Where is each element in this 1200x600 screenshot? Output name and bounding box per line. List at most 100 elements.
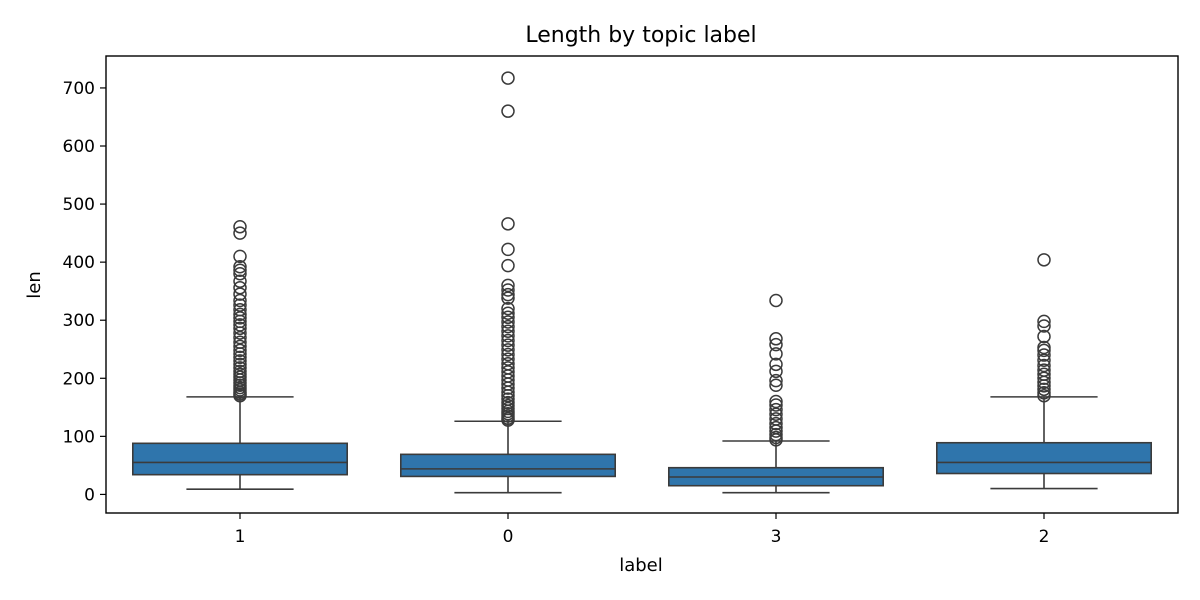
outlier-point bbox=[501, 333, 515, 348]
outlier-point bbox=[233, 267, 247, 281]
outlier-point bbox=[501, 338, 515, 352]
outlier-point bbox=[501, 392, 515, 406]
y-tick-label: 600 bbox=[63, 137, 95, 157]
outlier-point bbox=[233, 311, 247, 325]
outlier-point bbox=[1037, 358, 1051, 373]
outlier-point bbox=[233, 274, 247, 289]
outlier-point bbox=[769, 293, 783, 308]
x-tick-label: 1 bbox=[235, 527, 246, 547]
outlier-point bbox=[501, 395, 515, 410]
outlier-point bbox=[501, 242, 515, 257]
outlier-point bbox=[1037, 382, 1051, 397]
outlier-point bbox=[501, 324, 515, 338]
box-group-3 bbox=[667, 293, 884, 494]
x-axis-label: label bbox=[619, 555, 663, 576]
outlier-point bbox=[501, 329, 515, 343]
outlier-point bbox=[233, 260, 247, 274]
outlier-point bbox=[233, 226, 247, 240]
y-tick-label: 700 bbox=[63, 79, 95, 99]
box-iqr bbox=[935, 441, 1152, 475]
outlier-point bbox=[501, 217, 515, 231]
outlier-point bbox=[501, 319, 515, 334]
box-group-2 bbox=[935, 253, 1152, 490]
y-tick-label: 100 bbox=[63, 427, 95, 447]
outlier-point bbox=[233, 354, 247, 368]
outlier-point bbox=[501, 71, 515, 85]
box-group-1 bbox=[132, 219, 348, 490]
outlier-point bbox=[1037, 253, 1051, 267]
outlier-point bbox=[1037, 386, 1051, 400]
box-iqr bbox=[399, 453, 616, 478]
outlier-point bbox=[233, 219, 247, 234]
outlier-point bbox=[501, 291, 515, 305]
outlier-point bbox=[501, 258, 515, 273]
outlier-point bbox=[501, 310, 515, 325]
outlier-point bbox=[501, 104, 515, 118]
outlier-point bbox=[233, 280, 247, 295]
outlier-point bbox=[501, 365, 515, 379]
outlier-point bbox=[769, 373, 783, 388]
outlier-point bbox=[769, 394, 783, 409]
outlier-point bbox=[233, 318, 247, 332]
outlier-point bbox=[501, 357, 515, 371]
outlier-point bbox=[233, 343, 247, 358]
outlier-point bbox=[769, 364, 783, 379]
plot-area: 0 100 200 300 400 500 600 700 1 0 3 2 bbox=[63, 71, 1152, 547]
y-tick-label: 300 bbox=[63, 311, 95, 331]
x-tick-label: 3 bbox=[771, 527, 782, 547]
outlier-point bbox=[769, 402, 783, 417]
outlier-point bbox=[501, 352, 515, 366]
outlier-point bbox=[501, 343, 515, 357]
outlier-point bbox=[1037, 371, 1051, 386]
chart-title: Length by topic label bbox=[525, 23, 756, 48]
outlier-point bbox=[233, 339, 247, 354]
outlier-point bbox=[501, 301, 515, 316]
outlier-point bbox=[1037, 353, 1051, 368]
outlier-point bbox=[501, 347, 515, 362]
y-tick-label: 500 bbox=[63, 195, 95, 215]
x-tick-label: 0 bbox=[503, 527, 514, 547]
outlier-point bbox=[769, 378, 783, 392]
outlier-point bbox=[769, 398, 783, 412]
outlier-point bbox=[233, 321, 247, 336]
outlier-point bbox=[769, 427, 783, 442]
outlier-point bbox=[1037, 314, 1051, 329]
box-group-0 bbox=[399, 71, 616, 494]
outlier-point bbox=[1037, 319, 1051, 333]
outlier-point bbox=[1037, 348, 1051, 362]
outlier-point bbox=[769, 412, 783, 426]
box-iqr bbox=[132, 442, 348, 476]
plot-frame bbox=[105, 55, 1179, 514]
outlier-point bbox=[233, 335, 247, 350]
y-tick-label: 400 bbox=[63, 253, 95, 273]
outlier-point bbox=[1037, 363, 1051, 377]
outlier-point bbox=[769, 357, 783, 372]
outlier-point bbox=[233, 357, 247, 372]
outlier-point bbox=[769, 347, 783, 361]
outlier-point bbox=[233, 249, 247, 264]
outlier-point bbox=[1037, 329, 1051, 344]
outlier-point bbox=[769, 420, 783, 435]
outlier-point bbox=[501, 306, 515, 320]
outlier-point bbox=[1037, 340, 1051, 355]
outlier-point bbox=[501, 278, 515, 293]
outlier-point bbox=[233, 303, 247, 317]
outlier-point bbox=[233, 350, 247, 365]
y-tick-label: 0 bbox=[84, 485, 95, 505]
outlier-point bbox=[233, 364, 247, 379]
outlier-point bbox=[769, 337, 783, 352]
outlier-point bbox=[233, 287, 247, 301]
outlier-point bbox=[769, 332, 783, 346]
outlier-point bbox=[769, 407, 783, 422]
outlier-point bbox=[1037, 367, 1051, 381]
outlier-point bbox=[769, 416, 783, 431]
y-axis-label: len bbox=[24, 271, 45, 298]
outlier-point bbox=[501, 361, 515, 375]
y-tick-label: 200 bbox=[63, 369, 95, 389]
outlier-point bbox=[501, 315, 515, 329]
outlier-point bbox=[501, 283, 515, 297]
outlier-point bbox=[233, 330, 247, 345]
outlier-point bbox=[233, 263, 247, 278]
outlier-point bbox=[501, 287, 515, 302]
